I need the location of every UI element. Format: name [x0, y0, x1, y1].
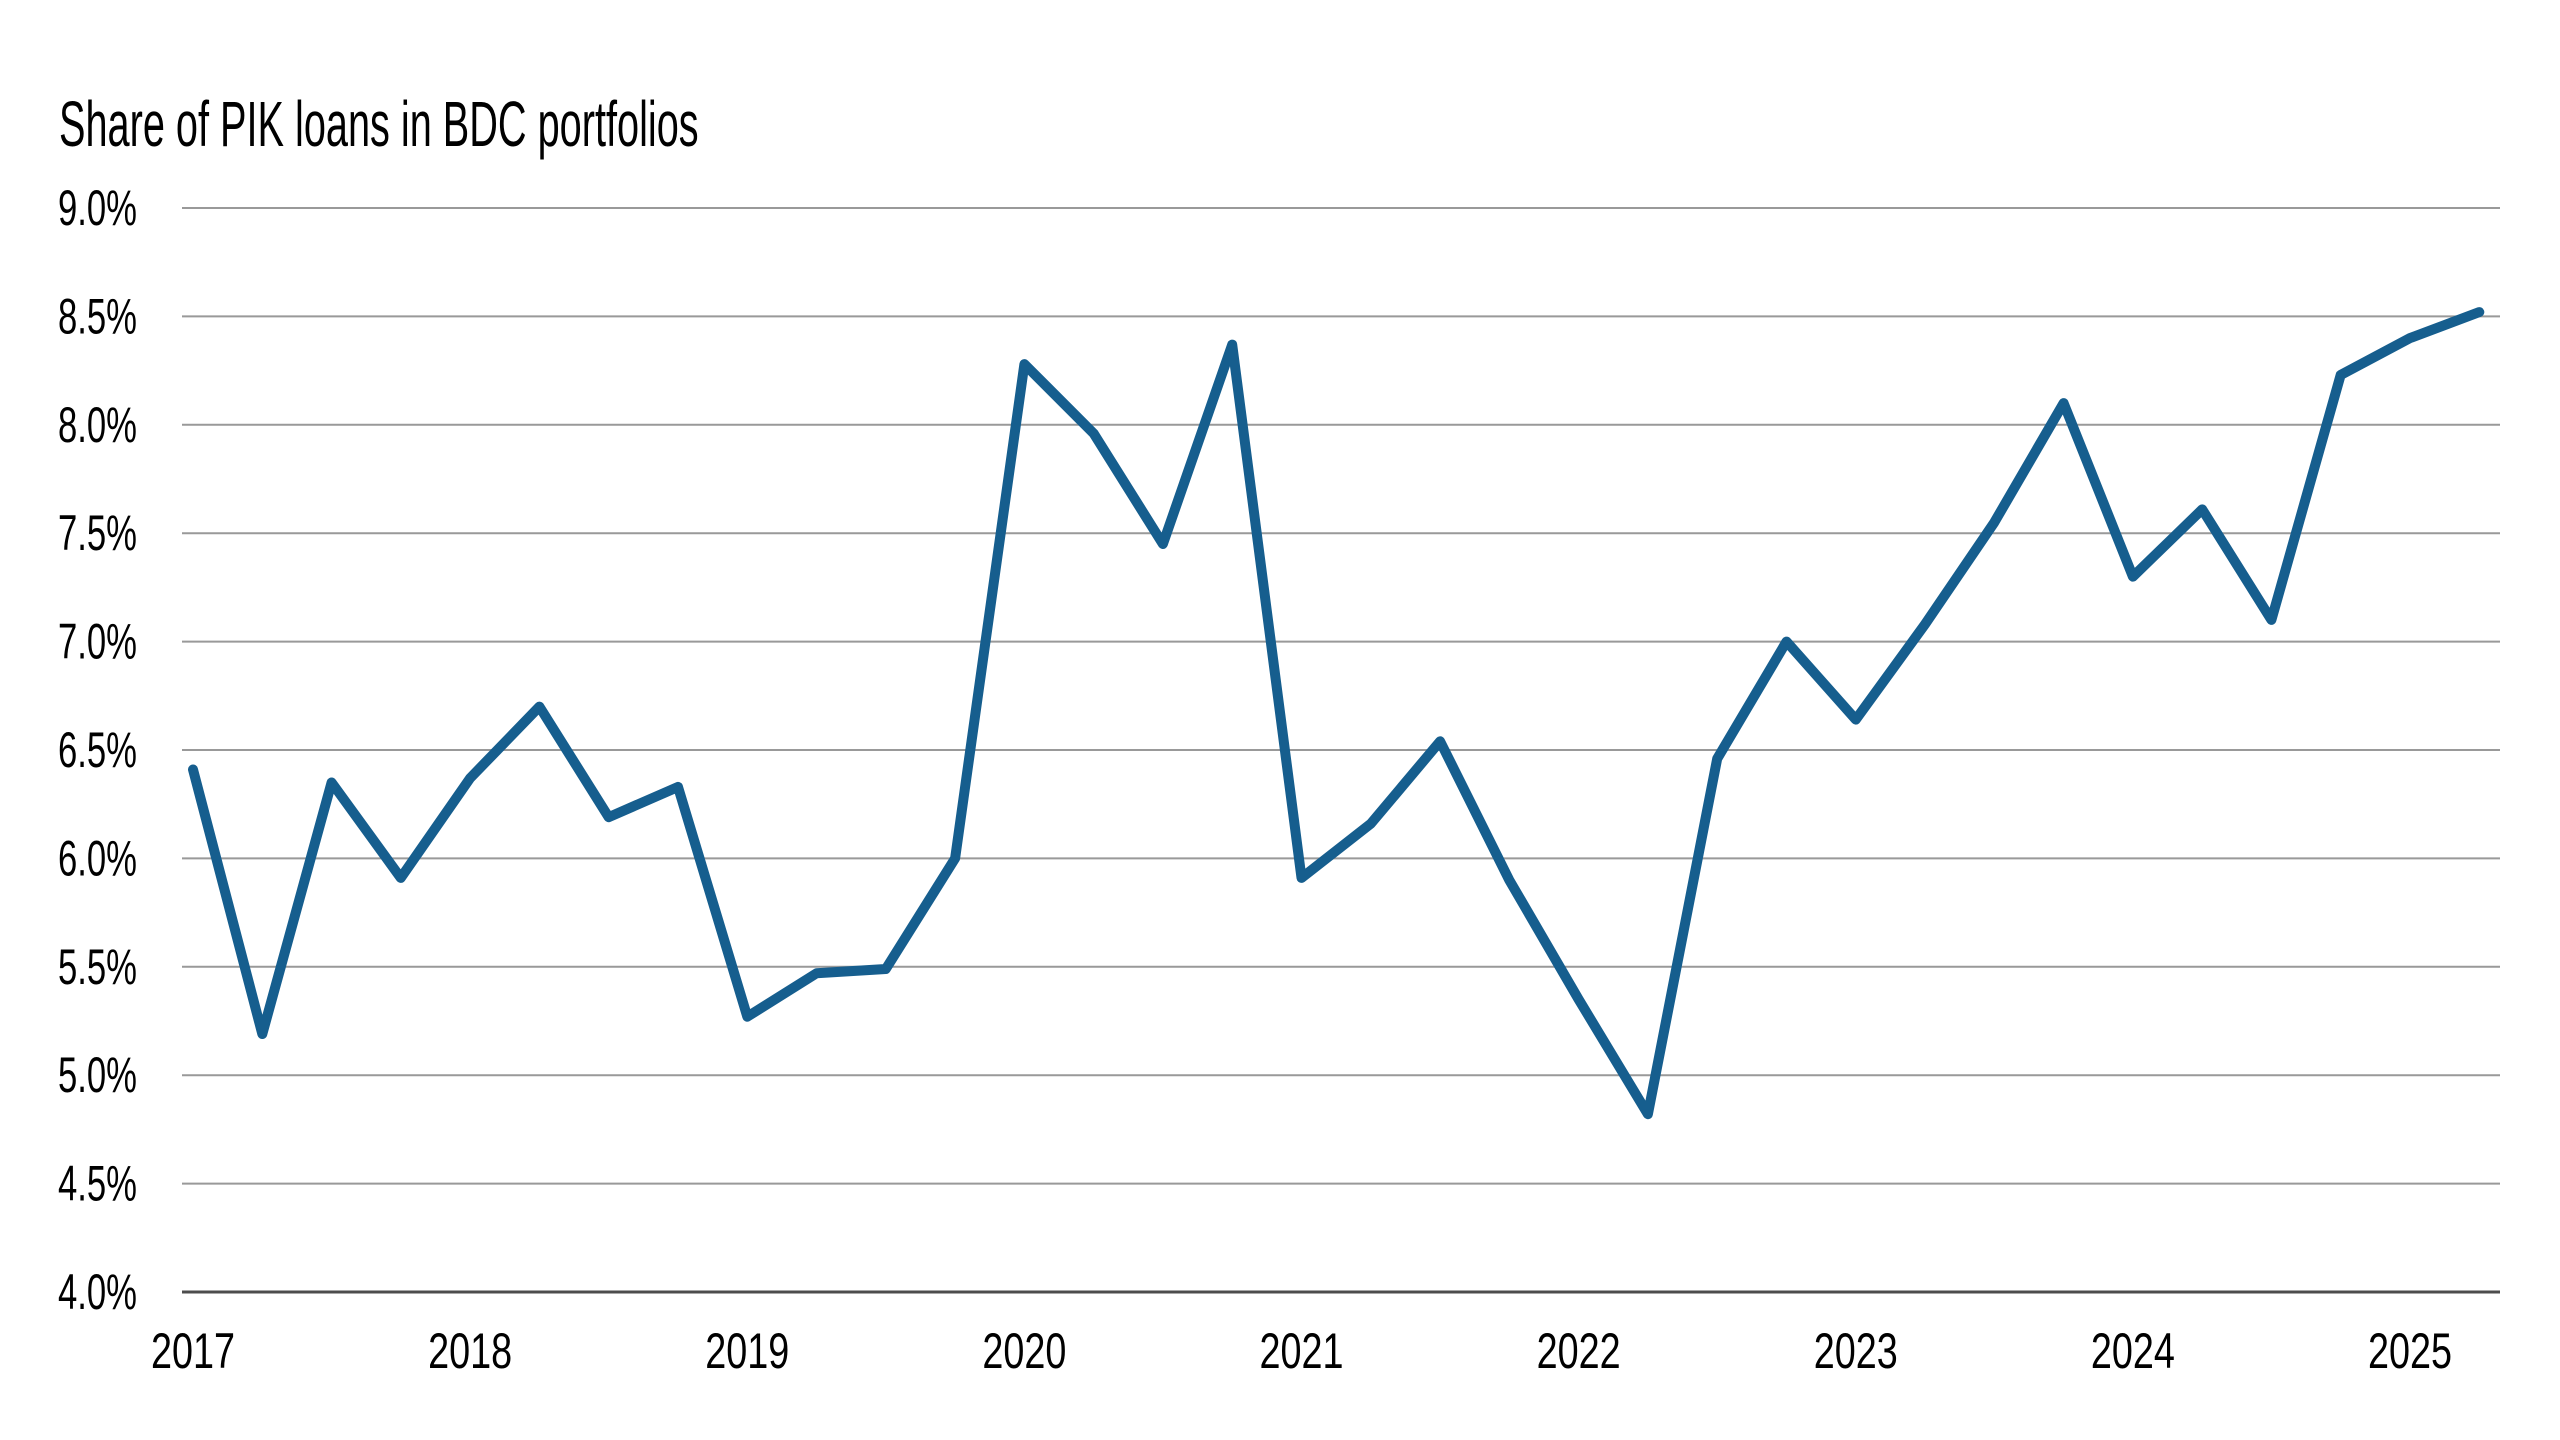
y-tick-label: 5.0% [58, 1047, 137, 1103]
y-axis-labels: 9.0% 8.5% 8.0% 7.5% 7.0% 6.5% 6.0% 5.5% 5.0% 4.5%… [58, 180, 137, 1320]
y-tick-label: 4.0% [58, 1264, 137, 1320]
chart-title: Share of PIK loans in BDC portfolios [59, 88, 699, 160]
y-tick-label: 5.5% [58, 939, 137, 995]
gridlines [182, 207, 2500, 1294]
x-tick-label: 2018 [428, 1323, 512, 1379]
pik-share-line-series [188, 307, 2485, 1120]
x-tick-label: 2024 [2091, 1323, 2175, 1379]
x-tick-label: 2020 [982, 1323, 1066, 1379]
y-tick-label: 8.5% [58, 288, 137, 344]
x-tick-label: 2022 [1537, 1323, 1621, 1379]
x-tick-label: 2017 [151, 1323, 235, 1379]
y-tick-label: 6.5% [58, 722, 137, 778]
y-tick-label: 6.0% [58, 830, 137, 886]
y-tick-label: 9.0% [58, 180, 137, 236]
x-axis-labels: 2017 2018 2019 2020 2021 2022 2023 2024 2025 [151, 1323, 2452, 1379]
y-tick-label: 8.0% [58, 397, 137, 453]
y-tick-label: 7.5% [58, 505, 137, 561]
y-tick-label: 4.5% [58, 1156, 137, 1212]
x-tick-label: 2019 [705, 1323, 789, 1379]
y-tick-label: 7.0% [58, 614, 137, 670]
x-tick-label: 2021 [1260, 1323, 1344, 1379]
x-tick-label: 2025 [2368, 1323, 2452, 1379]
x-tick-label: 2023 [1814, 1323, 1898, 1379]
